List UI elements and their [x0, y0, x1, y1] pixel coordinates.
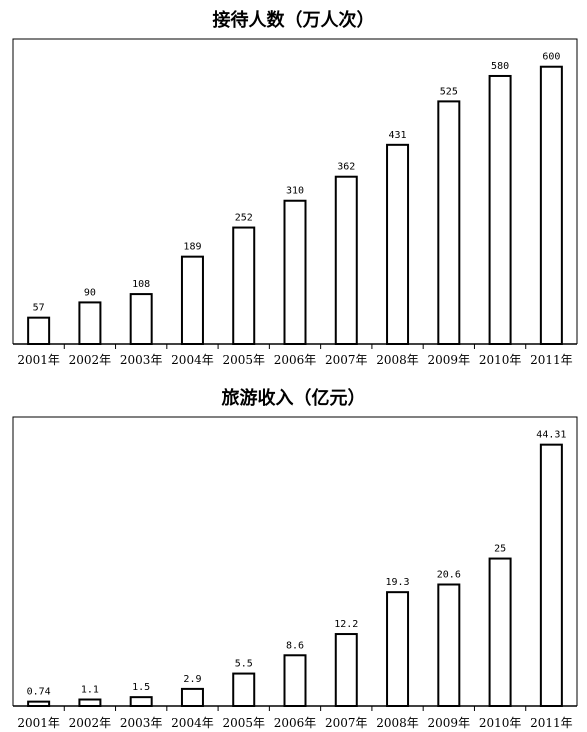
data-label: 1.1 — [81, 685, 99, 696]
bar — [232, 672, 256, 707]
bar — [437, 583, 461, 707]
bar — [488, 557, 512, 707]
x-tick-label: 2003年 — [120, 353, 163, 367]
bar — [386, 591, 410, 707]
data-label: 525 — [440, 86, 458, 97]
data-label: 8.6 — [286, 640, 304, 651]
visitors-bar-chart: 57 2001年 90 2002年 108 2003年 189 2004年 252 2005年 31… — [12, 38, 578, 367]
data-label: 431 — [389, 130, 407, 141]
x-tick-label: 2004年 — [171, 353, 214, 367]
bar — [180, 255, 204, 345]
bar — [539, 65, 563, 346]
x-tick-label: 2001年 — [17, 353, 60, 367]
data-label: 580 — [491, 61, 509, 72]
data-label: 1.5 — [132, 682, 150, 693]
data-label: 600 — [542, 52, 560, 63]
revenue-bar-chart: 0.74 2001年 1.1 2002年 1.5 2003年 2.9 2004年 5.5 2005… — [12, 416, 578, 730]
plot-frame — [12, 416, 578, 706]
x-tick-label: 2010年 — [479, 716, 522, 730]
data-label: 44.31 — [536, 430, 566, 441]
bar — [78, 301, 102, 345]
data-label: 12.2 — [334, 619, 358, 630]
bar — [283, 654, 307, 708]
x-tick-label: 2011年 — [530, 716, 573, 730]
x-tick-label: 2010年 — [479, 353, 522, 367]
bar — [232, 226, 256, 345]
bar — [180, 687, 204, 707]
bar — [27, 316, 51, 345]
data-label: 310 — [286, 186, 304, 197]
bar — [129, 293, 153, 346]
x-tick-label: 2006年 — [274, 716, 317, 730]
x-tick-label: 2002年 — [69, 716, 112, 730]
x-tick-label: 2006年 — [274, 353, 317, 367]
bar — [27, 700, 51, 707]
x-tick-label: 2008年 — [376, 353, 419, 367]
x-tick-label: 2009年 — [428, 353, 471, 367]
x-tick-label: 2011年 — [530, 353, 573, 367]
data-label: 252 — [235, 213, 253, 224]
bar — [539, 443, 563, 707]
plot-frame — [12, 38, 578, 344]
data-label: 189 — [183, 242, 201, 253]
x-tick-label: 2007年 — [325, 716, 368, 730]
data-label: 2.9 — [183, 674, 201, 685]
bar — [129, 696, 153, 708]
data-label: 0.74 — [27, 687, 51, 698]
x-tick-label: 2001年 — [17, 716, 60, 730]
x-tick-label: 2003年 — [120, 716, 163, 730]
x-tick-label: 2009年 — [428, 716, 471, 730]
bar — [334, 633, 358, 707]
bar — [437, 100, 461, 345]
bar — [283, 199, 307, 345]
x-tick-label: 2002年 — [69, 353, 112, 367]
data-label: 19.3 — [385, 577, 409, 588]
bar — [386, 143, 410, 345]
data-label: 108 — [132, 279, 150, 290]
data-label: 362 — [337, 162, 355, 173]
data-label: 57 — [33, 303, 45, 314]
chart-title-visitors: 接待人数（万人次） — [212, 10, 375, 31]
bar — [334, 175, 358, 345]
x-tick-label: 2005年 — [222, 716, 265, 730]
x-tick-label: 2007年 — [325, 353, 368, 367]
chart-title-revenue: 旅游收入（亿元） — [221, 388, 366, 409]
x-tick-label: 2004年 — [171, 716, 214, 730]
data-label: 20.6 — [437, 570, 461, 581]
data-label: 5.5 — [235, 659, 253, 670]
data-label: 90 — [84, 287, 96, 298]
bar — [78, 698, 102, 707]
x-tick-label: 2005年 — [222, 353, 265, 367]
data-label: 25 — [494, 544, 506, 555]
x-tick-label: 2008年 — [376, 716, 419, 730]
bar — [488, 74, 512, 345]
